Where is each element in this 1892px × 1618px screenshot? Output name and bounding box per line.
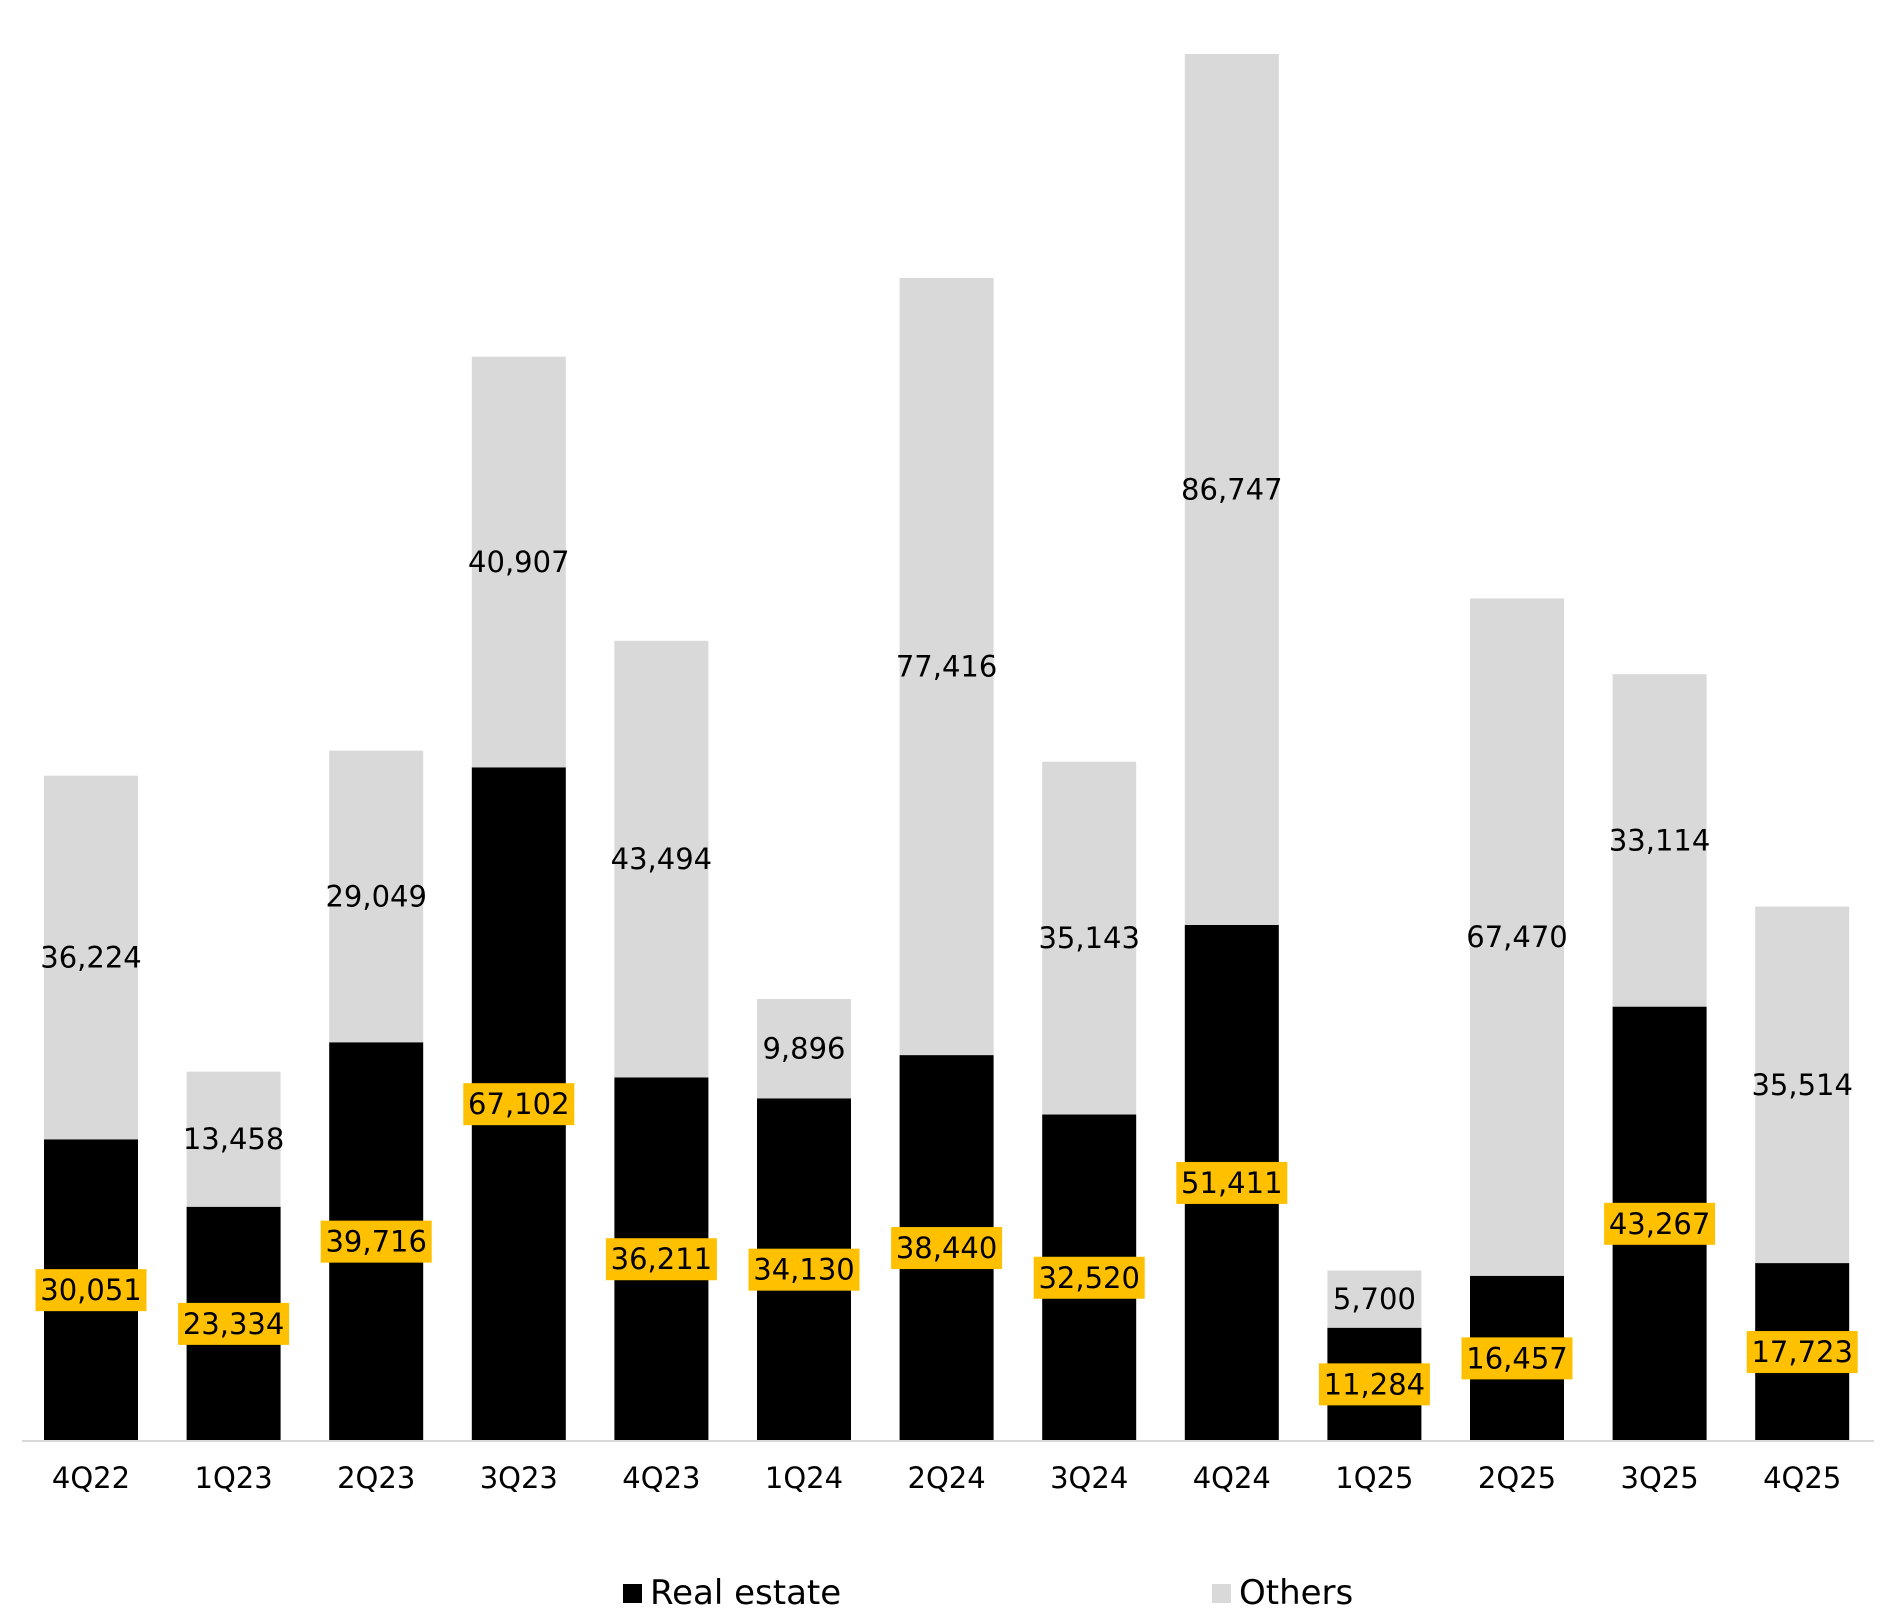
data-label-real-estate-4Q23: 36,211	[611, 1242, 712, 1276]
x-tick-4Q23: 4Q23	[622, 1461, 700, 1495]
value-labels-layer: 36,224 30,051 13,458 23,334 29,049 39,716 40,9…	[35, 472, 1858, 1406]
data-label-box-real-estate-4Q23	[605, 1238, 717, 1281]
data-label-box-real-estate-3Q24	[1033, 1256, 1145, 1299]
data-label-real-estate-2Q23: 39,716	[325, 1225, 426, 1259]
x-tick-2Q25: 2Q25	[1478, 1461, 1556, 1495]
data-label-others-3Q24: 35,143	[1038, 921, 1139, 955]
data-label-real-estate-2Q24: 38,440	[896, 1231, 997, 1265]
data-label-box-real-estate-2Q25	[1461, 1337, 1573, 1380]
data-label-real-estate-3Q24: 32,520	[1038, 1261, 1139, 1295]
data-label-others-3Q25: 33,114	[1609, 823, 1710, 857]
bar-others-3Q23	[471, 356, 566, 768]
x-axis-ticks: 4Q22 1Q23 2Q23 3Q23 4Q23 1Q24 2Q24 3Q24 4Q24 1Q25…	[52, 1461, 1841, 1495]
data-label-real-estate-4Q25: 17,723	[1751, 1335, 1852, 1369]
data-label-real-estate-1Q24: 34,130	[753, 1253, 854, 1287]
x-tick-4Q22: 4Q22	[52, 1461, 130, 1495]
bar-others-4Q25	[1755, 906, 1850, 1264]
data-label-box-real-estate-3Q23	[463, 1083, 575, 1126]
bar-others-4Q24	[1184, 54, 1279, 925]
bar-others-4Q22	[44, 775, 138, 1140]
data-label-others-1Q23: 13,458	[183, 1122, 284, 1156]
x-tick-1Q25: 1Q25	[1335, 1461, 1413, 1495]
data-label-real-estate-3Q23: 67,102	[468, 1087, 569, 1121]
data-label-box-real-estate-4Q22	[35, 1269, 147, 1312]
bar-others-3Q24	[1042, 761, 1137, 1115]
x-tick-2Q24: 2Q24	[908, 1461, 986, 1495]
data-label-box-real-estate-4Q25	[1746, 1331, 1858, 1374]
legend: Real estate Others	[623, 1573, 1353, 1613]
data-label-box-real-estate-4Q24	[1176, 1161, 1288, 1204]
bar-others-2Q24	[899, 277, 994, 1056]
data-label-box-real-estate-1Q24	[748, 1248, 860, 1291]
data-label-real-estate-3Q25: 43,267	[1609, 1207, 1710, 1241]
data-label-others-4Q24: 86,747	[1181, 472, 1282, 506]
data-label-real-estate-1Q23: 23,334	[183, 1307, 284, 1341]
data-label-others-4Q23: 43,494	[611, 842, 712, 876]
x-tick-4Q24: 4Q24	[1193, 1461, 1271, 1495]
data-label-box-real-estate-2Q23	[320, 1220, 432, 1263]
data-label-others-4Q22: 36,224	[40, 940, 141, 974]
data-label-others-3Q23: 40,907	[468, 545, 569, 579]
data-label-box-real-estate-2Q24	[891, 1227, 1003, 1270]
bar-others-3Q25	[1612, 674, 1707, 1007]
bar-others-2Q23	[329, 750, 424, 1043]
data-label-real-estate-1Q25: 11,284	[1324, 1367, 1425, 1401]
bar-others-2Q25	[1470, 598, 1564, 1276]
data-label-others-2Q25: 67,470	[1466, 920, 1567, 954]
data-label-others-1Q24: 9,896	[762, 1032, 845, 1066]
legend-swatch-others	[1212, 1584, 1231, 1603]
bar-others-1Q23	[186, 1071, 281, 1207]
x-tick-1Q24: 1Q24	[765, 1461, 843, 1495]
data-label-real-estate-4Q22: 30,051	[40, 1273, 141, 1307]
data-label-others-1Q25: 5,700	[1333, 1282, 1416, 1316]
x-tick-2Q23: 2Q23	[337, 1461, 415, 1495]
x-tick-3Q23: 3Q23	[480, 1461, 558, 1495]
x-tick-4Q25: 4Q25	[1763, 1461, 1841, 1495]
legend-swatch-real-estate	[623, 1584, 642, 1603]
data-label-others-2Q23: 29,049	[325, 879, 426, 913]
data-label-real-estate-4Q24: 51,411	[1181, 1166, 1282, 1200]
bar-others-1Q24	[757, 999, 851, 1099]
x-tick-3Q24: 3Q24	[1050, 1461, 1128, 1495]
bar-others-1Q25	[1327, 1270, 1422, 1328]
data-label-real-estate-2Q25: 16,457	[1466, 1341, 1567, 1375]
data-label-box-real-estate-1Q23	[178, 1302, 290, 1345]
x-tick-1Q23: 1Q23	[195, 1461, 273, 1495]
legend-label-real-estate: Real estate	[650, 1573, 841, 1613]
data-label-others-4Q25: 35,514	[1751, 1068, 1852, 1102]
data-label-others-2Q24: 77,416	[896, 649, 997, 683]
data-label-box-real-estate-1Q25	[1318, 1363, 1430, 1406]
legend-label-others: Others	[1239, 1573, 1353, 1613]
x-tick-3Q25: 3Q25	[1621, 1461, 1699, 1495]
data-label-box-real-estate-3Q25	[1604, 1202, 1716, 1245]
bar-others-4Q23	[614, 640, 709, 1078]
